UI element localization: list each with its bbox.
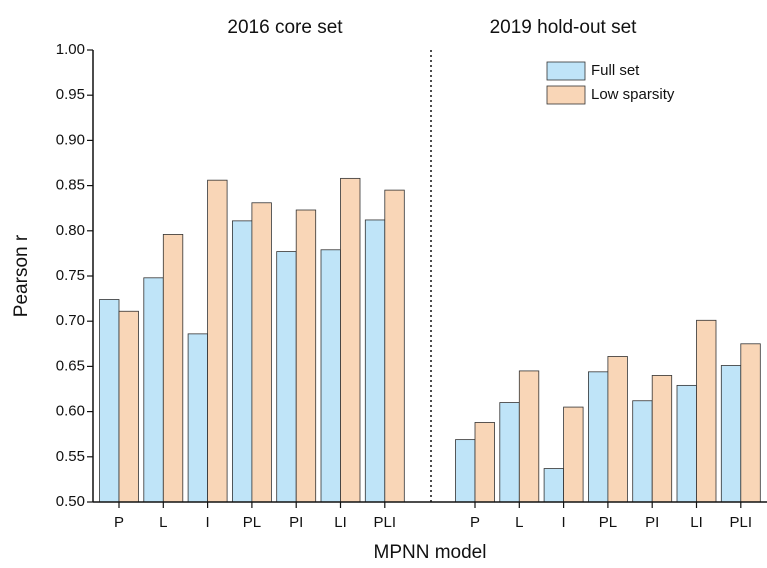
bar xyxy=(340,177,361,503)
x-axis-label: MPNN model xyxy=(374,542,487,563)
bar xyxy=(231,220,253,503)
x-tick-label: L xyxy=(159,514,167,531)
bar xyxy=(651,375,673,503)
bar xyxy=(251,202,272,503)
bar xyxy=(474,422,495,503)
x-tick-label: PLI xyxy=(730,514,753,531)
legend-label: Full set xyxy=(591,62,640,79)
x-tick-label: PL xyxy=(243,514,261,531)
x-tick-label: P xyxy=(470,514,480,531)
x-tick-label: PLI xyxy=(374,514,397,531)
y-tick-label: 0.55 xyxy=(56,448,85,465)
x-tick-label: P xyxy=(114,514,124,531)
x-tick-label: LI xyxy=(690,514,703,531)
x-tick-label: PI xyxy=(645,514,659,531)
bar xyxy=(384,189,405,503)
bar xyxy=(543,468,564,503)
bar xyxy=(99,299,120,503)
y-tick-label: 0.65 xyxy=(56,357,85,374)
bar xyxy=(607,356,628,503)
bar xyxy=(696,319,717,503)
y-tick-label: 0.60 xyxy=(56,403,85,420)
bar xyxy=(187,333,209,503)
bar xyxy=(364,219,386,503)
y-tick-label: 0.70 xyxy=(56,312,85,329)
y-tick-label: 0.90 xyxy=(56,131,85,148)
x-tick-label: I xyxy=(562,514,566,531)
bar xyxy=(207,179,228,503)
legend-swatch xyxy=(546,85,586,105)
x-tick-label: LI xyxy=(334,514,347,531)
legend-swatch xyxy=(546,61,586,81)
bar xyxy=(499,402,520,503)
y-axis-label: Pearson r xyxy=(11,234,32,317)
bar xyxy=(676,384,697,503)
bar xyxy=(740,343,761,503)
y-tick-label: 0.80 xyxy=(56,222,85,239)
y-tick-label: 0.85 xyxy=(56,177,85,194)
bar xyxy=(118,310,139,503)
y-tick-label: 0.75 xyxy=(56,267,85,284)
bar xyxy=(162,234,184,503)
bar xyxy=(320,249,341,503)
bar xyxy=(720,365,742,503)
y-tick-label: 1.00 xyxy=(56,41,85,58)
bar xyxy=(143,277,164,503)
x-tick-label: L xyxy=(515,514,523,531)
legend-label: Low sparsity xyxy=(591,86,675,103)
bar xyxy=(518,370,540,503)
bar xyxy=(455,439,476,503)
y-tick-label: 0.95 xyxy=(56,86,85,103)
bar xyxy=(563,406,584,503)
x-tick-label: I xyxy=(206,514,210,531)
x-tick-label: PL xyxy=(599,514,617,531)
bar xyxy=(295,209,317,503)
x-tick-label: PI xyxy=(289,514,303,531)
y-tick-label: 0.50 xyxy=(56,493,85,510)
bar xyxy=(276,251,297,503)
bar xyxy=(588,371,609,503)
panel-title: 2019 hold-out set xyxy=(490,17,638,38)
bar xyxy=(632,400,653,503)
panel-title: 2016 core set xyxy=(227,17,343,38)
